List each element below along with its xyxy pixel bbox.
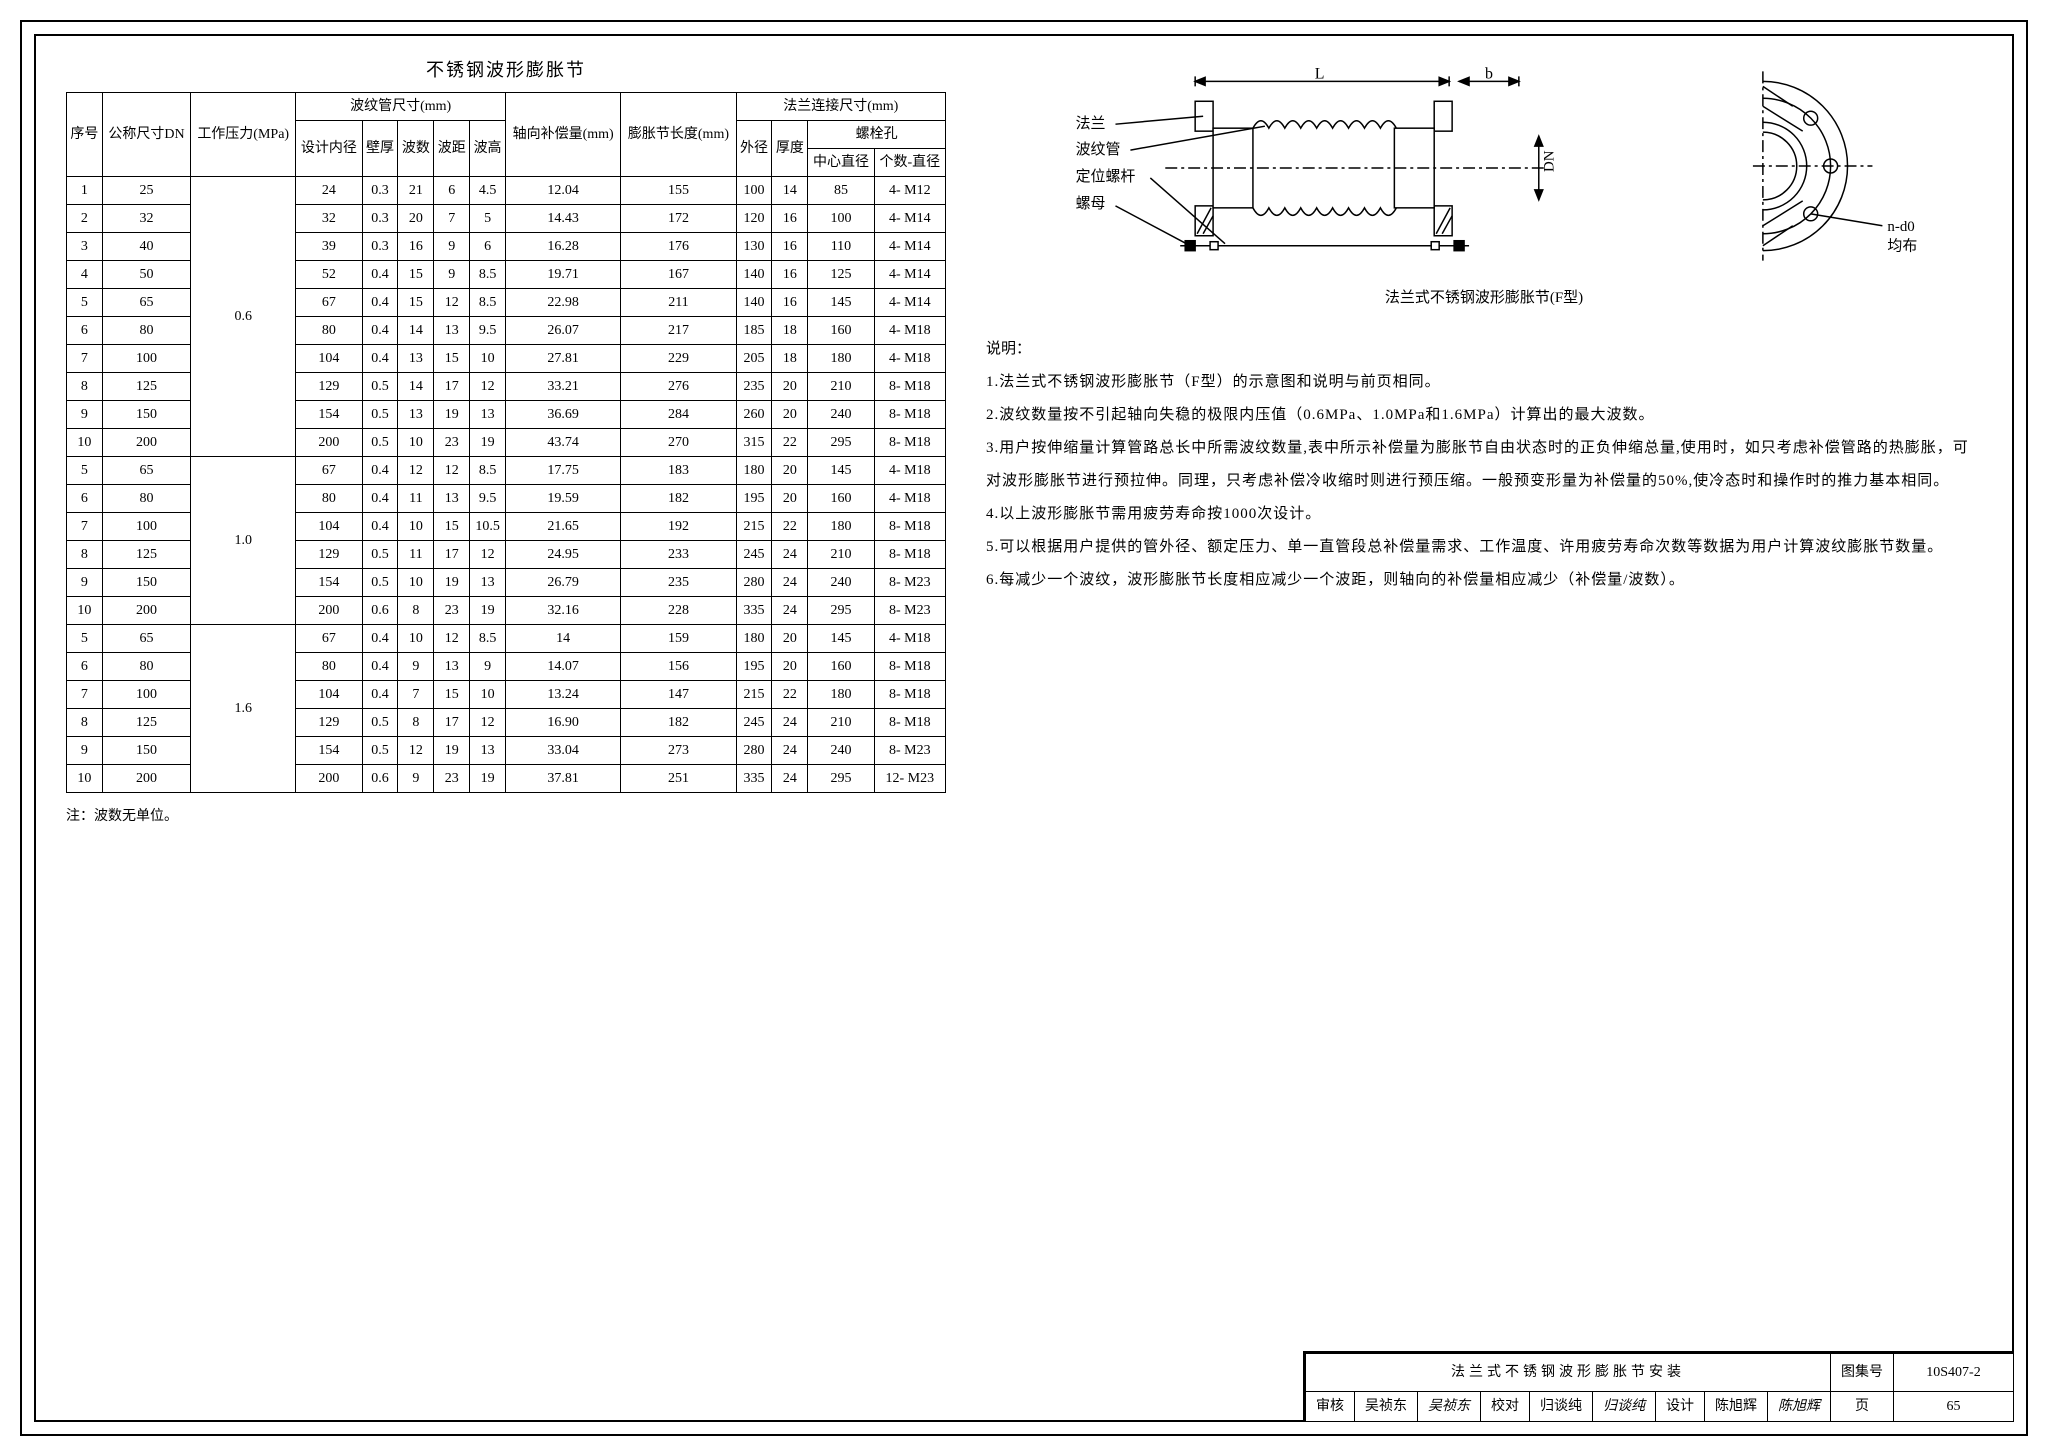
tb-review-sig: 吴祯东 [1418, 1392, 1481, 1422]
col-bolt: 螺栓孔 [808, 121, 946, 149]
note-item: 6.每减少一个波纹，波形膨胀节长度相应减少一个波距，则轴向的补偿量相应减少（补偿… [986, 564, 1982, 597]
col-wave-count: 波数 [398, 121, 434, 177]
data-table: 序号 公称尺寸DN 工作压力(MPa) 波纹管尺寸(mm) 轴向补偿量(mm) … [66, 92, 946, 793]
table-footnote: 注：波数无单位。 [66, 805, 946, 825]
tb-atlas-no: 10S407-2 [1894, 1354, 2014, 1392]
note-item: 1.法兰式不锈钢波形膨胀节（F型）的示意图和说明与前页相同。 [986, 366, 1982, 399]
svg-text:均布: 均布 [1887, 238, 1917, 255]
inner-frame: 不锈钢波形膨胀节 序号 公称尺寸DN 工作压力(MPa) 波纹管尺寸(mm) 轴… [34, 34, 2014, 1422]
diagram: L b DN 法兰 [986, 66, 1982, 276]
tb-check-sig: 归谈纯 [1593, 1392, 1656, 1422]
tb-page-label: 页 [1831, 1392, 1894, 1422]
col-pressure: 工作压力(MPa) [191, 93, 296, 177]
svg-text:波纹管: 波纹管 [1076, 141, 1121, 158]
col-bolt-center: 中心直径 [808, 149, 874, 177]
col-wall: 壁厚 [362, 121, 398, 177]
right-section: L b DN 法兰 [986, 56, 1982, 1400]
notes-title: 说明： [986, 337, 1982, 358]
col-seq: 序号 [67, 93, 103, 177]
table-row: 1250.6240.32164.512.0415510014854- M12 [67, 177, 946, 205]
tb-design-label: 设计 [1656, 1392, 1705, 1422]
note-item: 4.以上波形膨胀节需用疲劳寿命按1000次设计。 [986, 498, 1982, 531]
svg-text:b: b [1485, 66, 1493, 82]
svg-text:n-d0: n-d0 [1887, 219, 1914, 235]
svg-text:螺母: 螺母 [1076, 195, 1106, 212]
col-thickness: 厚度 [772, 121, 808, 177]
tb-check-name: 归谈纯 [1530, 1392, 1593, 1422]
table-row: 5651.6670.410128.514159180201454- M18 [67, 625, 946, 653]
svg-text:法兰: 法兰 [1076, 115, 1106, 132]
title-block: 法兰式不锈钢波形膨胀节安装 图集号 10S407-2 审核 吴祯东 吴祯东 校对… [1303, 1351, 2014, 1422]
diagram-caption: 法兰式不锈钢波形膨胀节(F型) [986, 286, 1982, 307]
tb-page-no: 65 [1894, 1392, 2014, 1422]
table-section: 不锈钢波形膨胀节 序号 公称尺寸DN 工作压力(MPa) 波纹管尺寸(mm) 轴… [66, 56, 946, 1400]
page-frame: 不锈钢波形膨胀节 序号 公称尺寸DN 工作压力(MPa) 波纹管尺寸(mm) 轴… [20, 20, 2028, 1436]
note-item: 2.波纹数量按不引起轴向失稳的极限内压值（0.6MPa、1.0MPa和1.6MP… [986, 399, 1982, 432]
col-bolt-spec: 个数-直径 [874, 149, 945, 177]
table-row: 5651.0670.412128.517.75183180201454- M18 [67, 457, 946, 485]
notes-list: 1.法兰式不锈钢波形膨胀节（F型）的示意图和说明与前页相同。2.波纹数量按不引起… [986, 366, 1982, 597]
col-dn: 公称尺寸DN [102, 93, 190, 177]
svg-text:DN: DN [1542, 150, 1558, 172]
table-title: 不锈钢波形膨胀节 [66, 56, 946, 82]
note-item: 3.用户按伸缩量计算管路总长中所需波纹数量,表中所示补偿量为膨胀节自由状态时的正… [986, 432, 1982, 498]
content-area: 不锈钢波形膨胀节 序号 公称尺寸DN 工作压力(MPa) 波纹管尺寸(mm) 轴… [66, 56, 1982, 1400]
tb-design-sig: 陈旭辉 [1768, 1392, 1831, 1422]
col-length: 膨胀节长度(mm) [621, 93, 736, 177]
col-wave-height: 波高 [470, 121, 506, 177]
tb-title: 法兰式不锈钢波形膨胀节安装 [1306, 1354, 1831, 1392]
svg-text:定位螺杆: 定位螺杆 [1076, 168, 1136, 185]
col-axial: 轴向补偿量(mm) [506, 93, 621, 177]
col-wave-pitch: 波距 [434, 121, 470, 177]
col-flange: 法兰连接尺寸(mm) [736, 93, 945, 121]
tb-review-name: 吴祯东 [1355, 1392, 1418, 1422]
tb-review-label: 审核 [1306, 1392, 1355, 1422]
col-inner-dia: 设计内径 [296, 121, 362, 177]
tb-design-name: 陈旭辉 [1705, 1392, 1768, 1422]
col-bellows: 波纹管尺寸(mm) [296, 93, 506, 121]
col-outer-dia: 外径 [736, 121, 772, 177]
tb-check-label: 校对 [1481, 1392, 1530, 1422]
tb-atlas-label: 图集号 [1831, 1354, 1894, 1392]
svg-text:L: L [1315, 66, 1325, 82]
note-item: 5.可以根据用户提供的管外径、额定压力、单一直管段总补偿量需求、工作温度、许用疲… [986, 531, 1982, 564]
